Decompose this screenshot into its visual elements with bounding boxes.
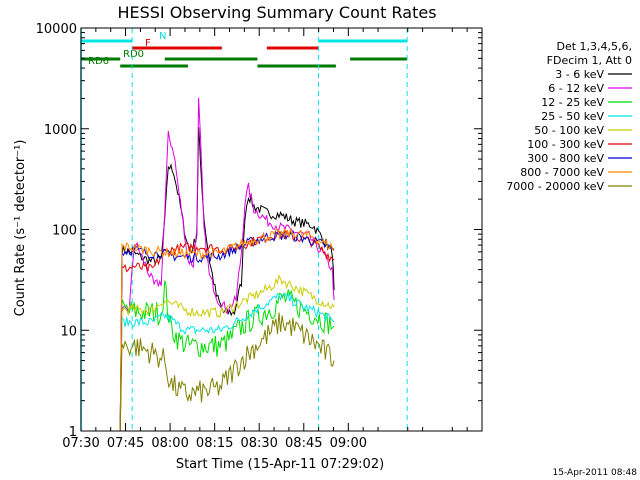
x-tick-label: 08:15 [196, 436, 233, 451]
y-tick-label: 10 [60, 324, 77, 339]
y-axis-label: Count Rate (s⁻¹ detector⁻¹) [13, 140, 28, 317]
flag-label-f: F [145, 38, 151, 49]
legend-entry-label: 12 - 25 keV [541, 96, 604, 109]
series-line-0 [119, 127, 335, 432]
x-tick-label: 08:00 [151, 436, 188, 451]
series-line-5 [119, 229, 335, 432]
y-tick-label: 100 [52, 224, 77, 239]
flag-label-rd0: RD0 [123, 49, 144, 60]
plot-frame [80, 27, 483, 432]
flag-label-rd6: RD6 [88, 56, 109, 67]
x-tick-label: 07:30 [62, 436, 99, 451]
y-tick-label: 1 [69, 425, 77, 440]
chart-title: HESSI Observing Summary Count Rates [117, 3, 436, 22]
series-line-3 [119, 292, 335, 432]
plot-area [80, 28, 408, 432]
x-axis-label: Start Time (15-Apr-11 07:29:02) [176, 457, 384, 472]
x-tick-label: 08:30 [240, 436, 277, 451]
legend-entry-label: 50 - 100 keV [534, 124, 604, 137]
legend-entry-label: 300 - 800 keV [527, 152, 604, 165]
series-line-7 [119, 228, 335, 432]
legend-header-line: Det 1,3,4,5,6, [556, 40, 632, 53]
x-tick-label: 08:45 [285, 436, 322, 451]
legend-entry-label: 6 - 12 keV [548, 82, 604, 95]
y-tick-label: 10000 [36, 22, 77, 37]
legend-entry-label: 25 - 50 keV [541, 110, 604, 123]
legend-entry-label: 800 - 7000 keV [520, 166, 604, 179]
legend-entry-label: 100 - 300 keV [527, 138, 604, 151]
x-tick-label: 09:00 [330, 436, 367, 451]
flag-label-n: N [159, 31, 166, 42]
x-tick-label: 07:45 [107, 436, 144, 451]
legend-entry-label: 7000 - 20000 keV [506, 180, 604, 193]
axes: 07:30 07:45 08:00 08:15 08:30 08:45 09:00 1 10 10… [36, 22, 483, 451]
legend: Det 1,3,4,5,6,FDecim 1, Att 03 - 6 keV6 … [506, 40, 632, 193]
series-line-8 [119, 312, 335, 432]
y-tick-label: 1000 [44, 123, 77, 138]
legend-header-line: FDecim 1, Att 0 [547, 54, 632, 67]
series-line-4 [119, 273, 335, 432]
legend-entry-label: 3 - 6 keV [555, 68, 604, 81]
timestamp: 15-Apr-2011 08:48 [553, 468, 638, 478]
series-line-2 [119, 280, 335, 432]
